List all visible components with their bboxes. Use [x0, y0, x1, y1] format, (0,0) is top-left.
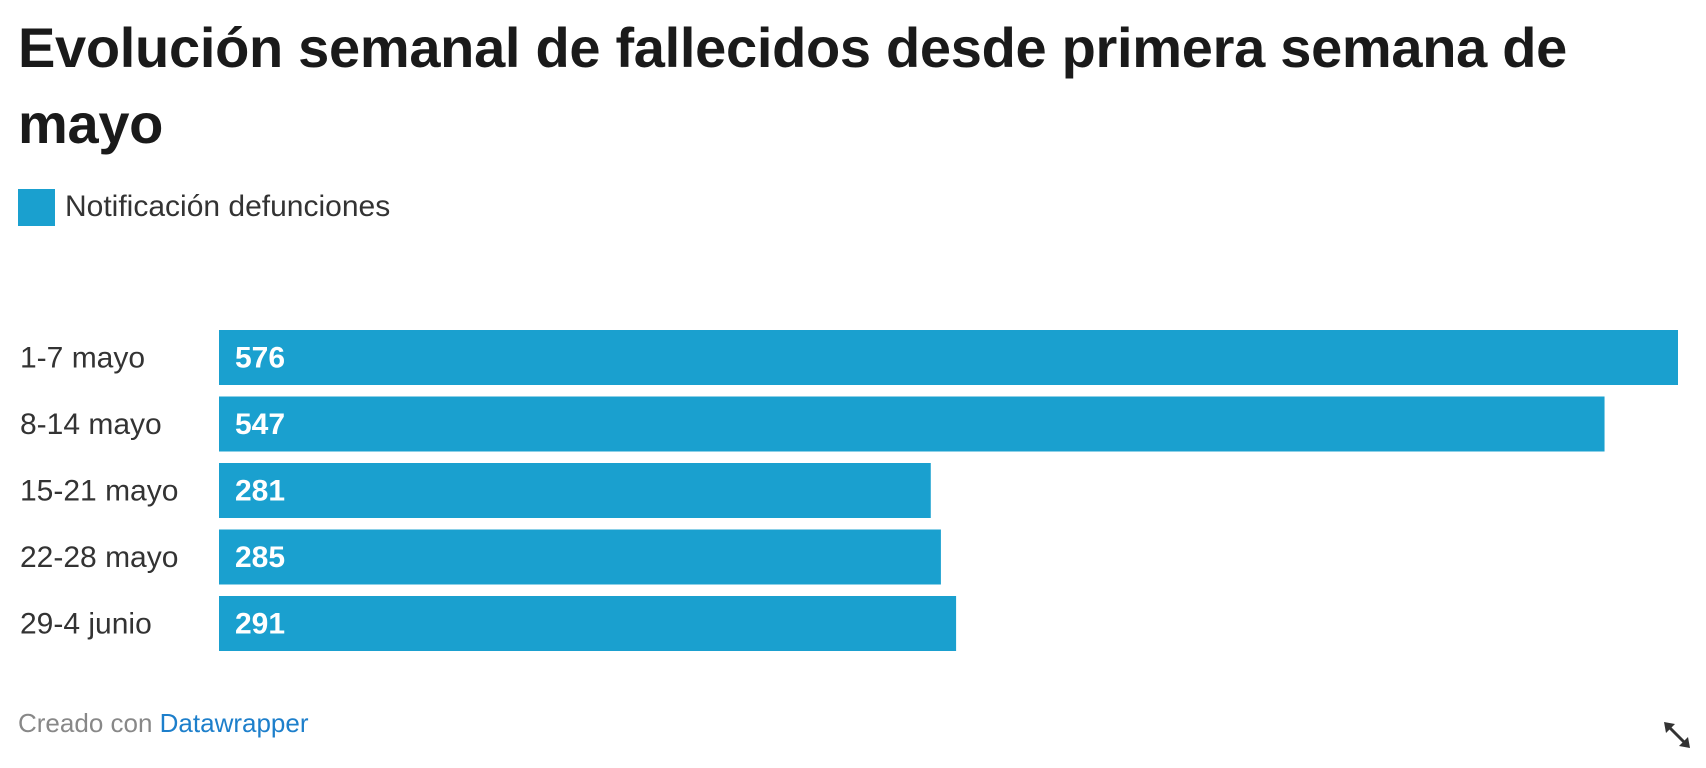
datawrapper-link[interactable]: Datawrapper	[159, 708, 309, 738]
chart-title: Evolución semanal de fallecidos desde pr…	[18, 16, 1568, 155]
legend-swatch	[18, 188, 55, 226]
bar	[219, 529, 941, 585]
legend-label: Notificación defunciones	[65, 190, 391, 223]
bar	[219, 330, 1678, 385]
bar-value-label: 281	[235, 475, 285, 508]
bar-value-label: 285	[235, 541, 285, 574]
category-label: 1-7 mayo	[20, 342, 145, 375]
category-label: 29-4 junio	[20, 608, 152, 641]
footer-prefix: Creado con	[18, 708, 160, 738]
bar-chart: 1-7 mayo 576 8-14 mayo 547 15-21 mayo 281 22-2…	[20, 330, 1678, 651]
bar	[219, 463, 931, 518]
bar-value-label: 291	[235, 608, 285, 641]
category-label: 8-14 mayo	[20, 408, 162, 441]
category-label: 22-28 mayo	[20, 541, 178, 574]
bar-value-label: 547	[235, 408, 285, 441]
bar	[219, 396, 1605, 452]
category-label: 15-21 mayo	[20, 475, 178, 508]
legend: Notificación defunciones	[18, 187, 390, 227]
bar	[219, 596, 957, 651]
footer-credit: Creado con Datawrapper	[18, 708, 309, 739]
expand-diagonal-icon[interactable]	[1660, 718, 1694, 752]
bar-value-label: 576	[235, 342, 285, 375]
